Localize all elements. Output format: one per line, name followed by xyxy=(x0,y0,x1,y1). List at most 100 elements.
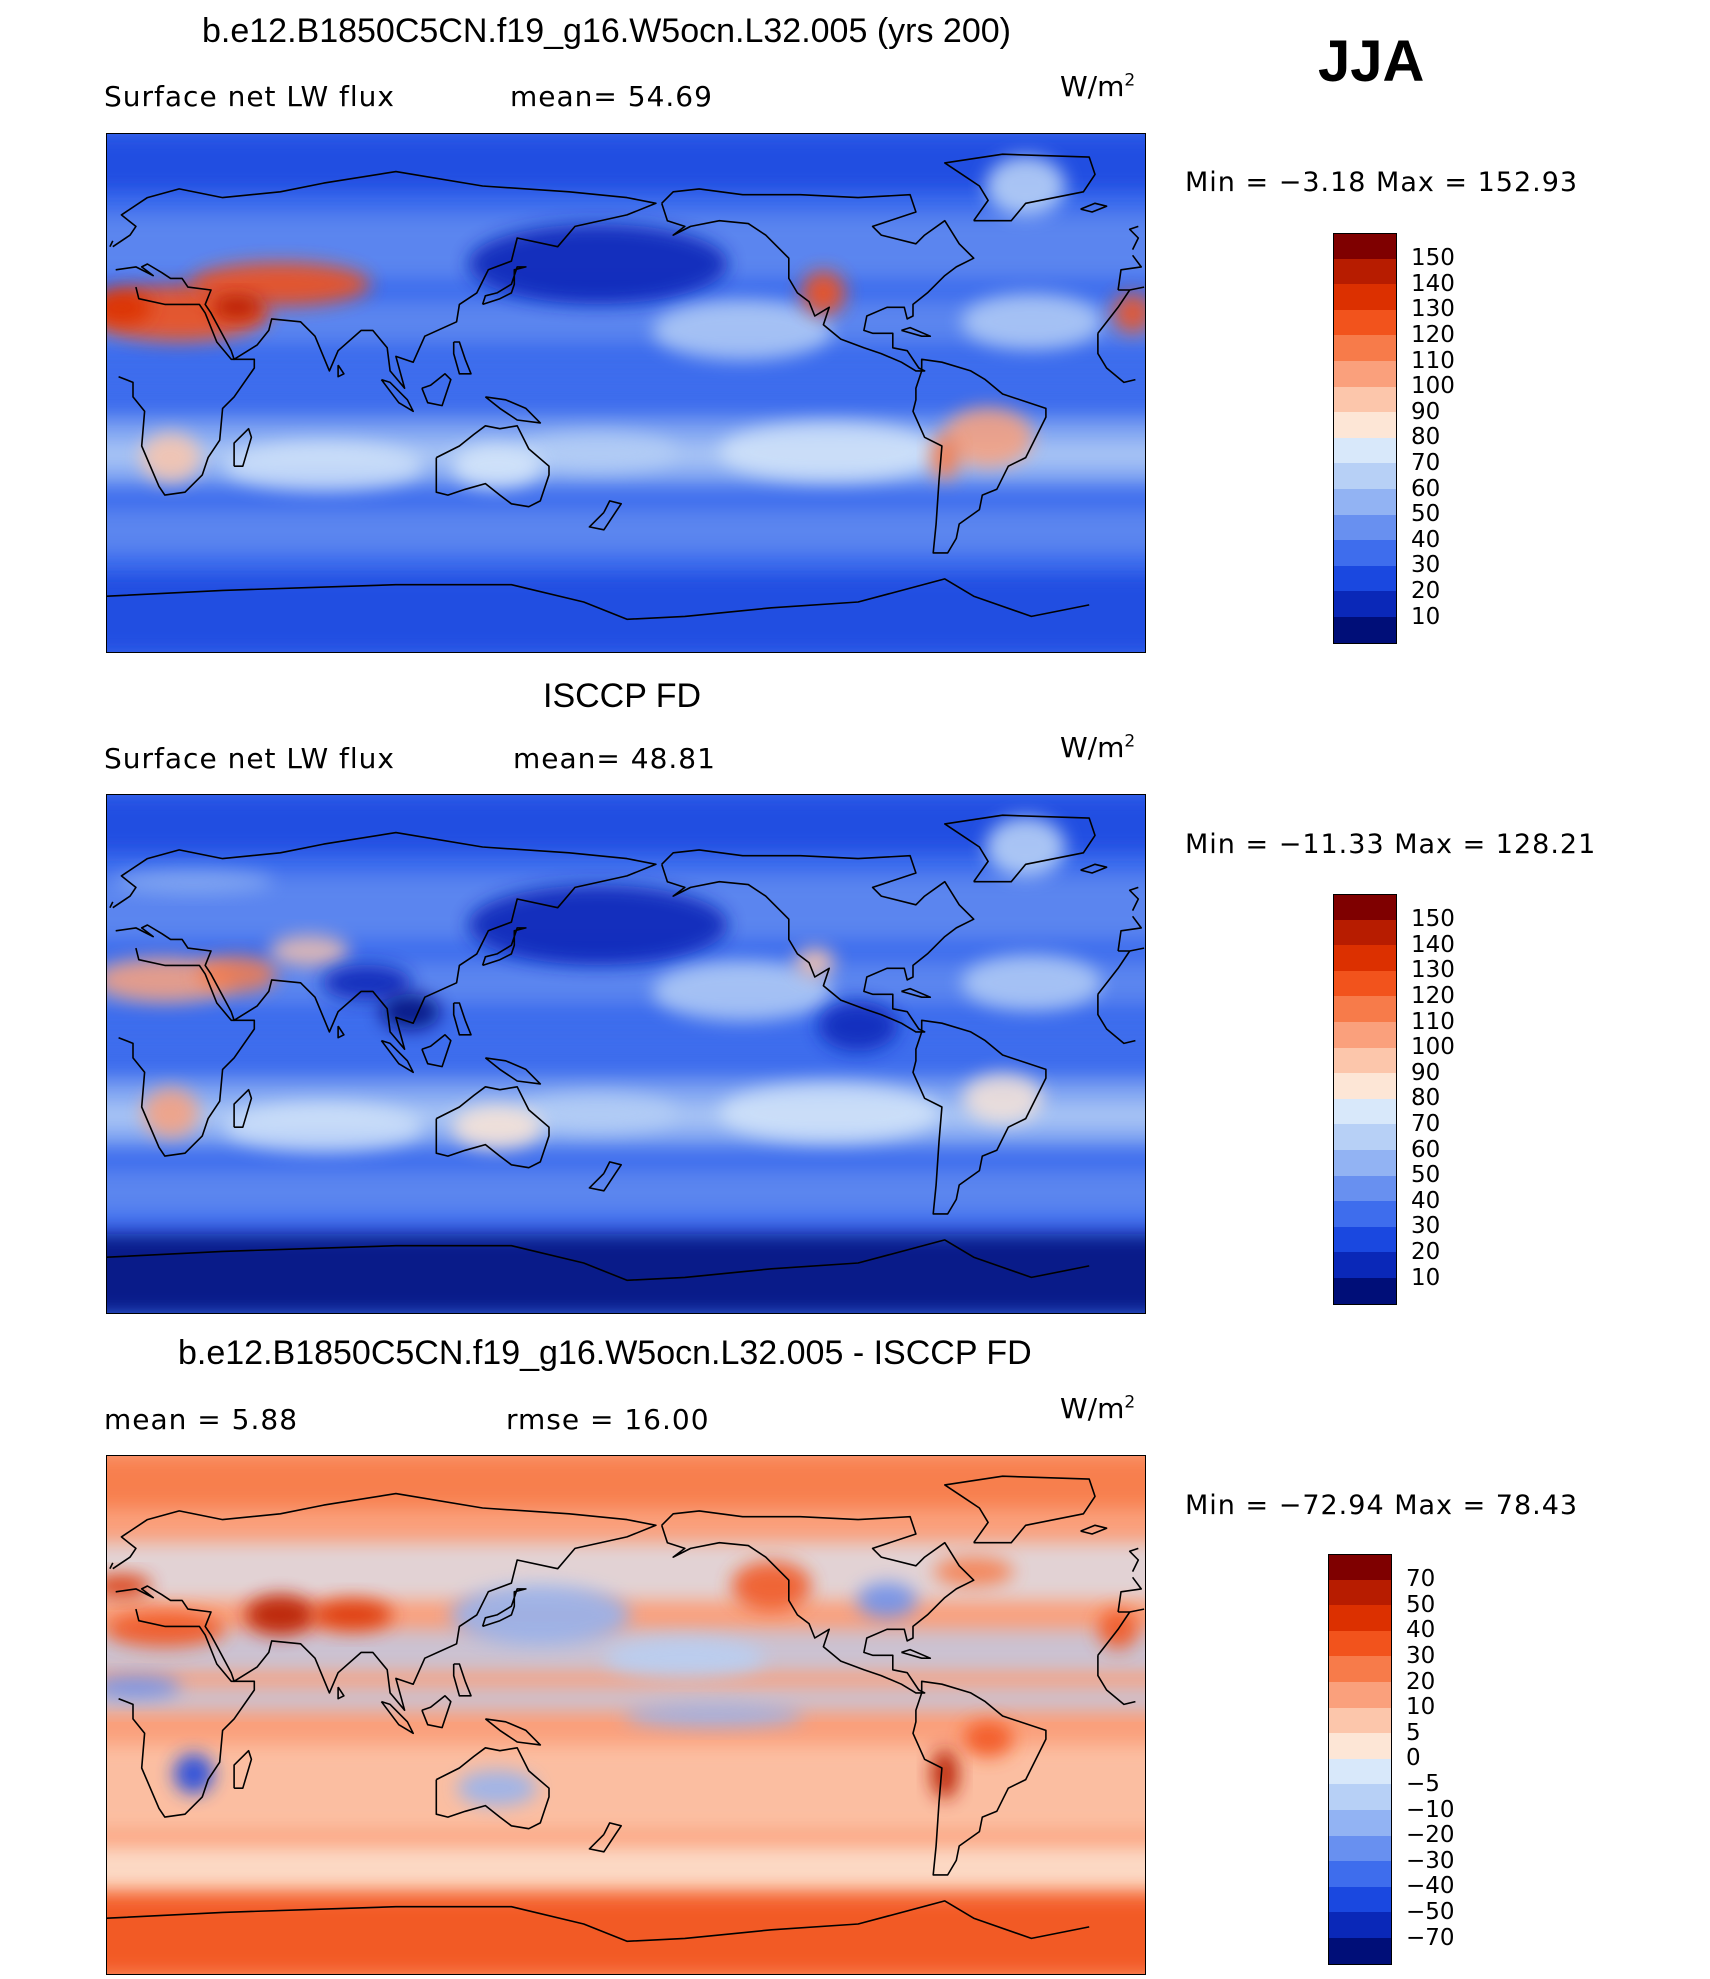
panel-mean-value: mean = 5.88 xyxy=(104,1403,299,1436)
coastline xyxy=(660,849,975,1033)
colorbar-tick-label: 150 xyxy=(1411,245,1455,272)
field-contour xyxy=(173,1753,214,1794)
coastline xyxy=(481,266,527,306)
colorbar-tick-label: 20 xyxy=(1406,1668,1436,1695)
colorbar-swatch xyxy=(1328,1784,1392,1811)
coastline xyxy=(421,373,452,407)
coastline xyxy=(452,1002,472,1036)
field-contour xyxy=(450,1584,631,1645)
coastline xyxy=(107,578,1090,621)
global-map xyxy=(106,1455,1146,1975)
field-contour xyxy=(961,954,1102,1011)
field-contour xyxy=(107,1234,1145,1313)
colorbar-swatch xyxy=(1328,1733,1392,1760)
colorbar-swatch xyxy=(1328,1707,1392,1735)
colorbar-swatch xyxy=(1333,258,1397,286)
coastline xyxy=(481,1588,527,1628)
coastline xyxy=(452,341,472,375)
colorbar-swatch xyxy=(1333,970,1397,998)
colorbar-tick-label: 0 xyxy=(1406,1745,1421,1772)
coastline xyxy=(337,1686,345,1700)
field-contour xyxy=(107,1456,1145,1508)
colorbar-tick-label: 150 xyxy=(1411,906,1455,933)
min-max-label: Min = −11.33 Max = 128.21 xyxy=(1185,829,1597,860)
field-contour xyxy=(107,134,1145,192)
colorbar-swatch xyxy=(1333,1201,1397,1228)
colorbar-tick-label: 140 xyxy=(1411,270,1455,297)
field-contour xyxy=(107,1170,1145,1214)
coastline xyxy=(660,188,975,372)
field-contour xyxy=(801,270,846,315)
colorbar-tick-label: 90 xyxy=(1411,1059,1441,1086)
field-contour xyxy=(719,421,940,482)
coastline xyxy=(588,1822,622,1853)
colorbar-swatch xyxy=(1333,996,1397,1023)
colorbar-tick-label: 70 xyxy=(1411,449,1441,476)
colorbar-tick-label: 70 xyxy=(1406,1566,1436,1593)
field-contour xyxy=(452,444,542,489)
colorbar-swatch xyxy=(1333,1098,1397,1126)
field-contour xyxy=(794,947,835,978)
colorbar-tick-label: 10 xyxy=(1411,603,1441,630)
colorbar-swatch xyxy=(1328,1554,1392,1581)
colorbar-tick-label: 60 xyxy=(1411,475,1441,502)
colorbar-tick-label: 130 xyxy=(1411,957,1455,984)
colorbar-tick-label: 80 xyxy=(1411,424,1441,451)
colorbar-swatch xyxy=(1333,617,1397,644)
field-contour xyxy=(223,1102,424,1153)
field-contour xyxy=(190,262,371,307)
colorbar-swatch xyxy=(1333,1022,1397,1049)
field-contour xyxy=(468,885,729,965)
colorbar-tick-label: 10 xyxy=(1411,1264,1441,1291)
coastline xyxy=(1080,202,1108,213)
field-contour xyxy=(245,1594,316,1635)
field-contour xyxy=(818,1001,899,1052)
colorbar-swatch xyxy=(1328,1938,1392,1965)
field-contour xyxy=(107,1895,1145,1974)
field-contour xyxy=(140,432,201,483)
colorbar-swatch xyxy=(1333,565,1397,593)
field-contour xyxy=(107,795,1145,853)
coastline xyxy=(109,225,1140,250)
colorbar-swatch xyxy=(1328,1886,1392,1914)
coastline xyxy=(435,1086,550,1169)
coastline xyxy=(337,364,345,378)
coastline xyxy=(1080,1524,1108,1535)
colorbar-tick-label: 130 xyxy=(1411,296,1455,323)
field-contour xyxy=(652,961,833,1022)
coastline xyxy=(944,1475,1096,1544)
field-contour xyxy=(107,1846,1145,1890)
colorbar-tick-label: 40 xyxy=(1411,526,1441,553)
field-contour xyxy=(107,1675,181,1700)
coastline xyxy=(380,378,414,413)
field-contour xyxy=(197,956,277,993)
field-contour xyxy=(223,441,424,492)
field-contour xyxy=(961,293,1102,350)
coastline xyxy=(484,1057,542,1085)
coastline xyxy=(118,1608,1136,1818)
field-contour xyxy=(107,359,1145,389)
field-contour xyxy=(457,1770,537,1807)
colorbar-swatch xyxy=(1333,1047,1397,1075)
panel-variable-label: Surface net LW flux xyxy=(104,80,395,113)
field-contour xyxy=(963,1721,1014,1758)
field-contour xyxy=(107,573,1145,652)
colorbar-tick-label: 70 xyxy=(1411,1110,1441,1137)
coastline xyxy=(944,814,1096,883)
colorbar-swatch xyxy=(1328,1835,1392,1863)
colorbar-swatch xyxy=(1328,1630,1392,1658)
coastline xyxy=(109,1547,1140,1572)
coastline xyxy=(337,1025,345,1039)
field-contour xyxy=(933,1556,1014,1587)
coastline xyxy=(233,1749,253,1789)
units-label: W/m2 xyxy=(1060,70,1136,103)
coastline xyxy=(944,153,1096,222)
coastline xyxy=(901,326,932,337)
colorbar-swatch xyxy=(1328,1861,1392,1888)
colorbar-tick-label: 50 xyxy=(1411,1162,1441,1189)
field-contour xyxy=(142,1087,199,1138)
field-contour xyxy=(518,1092,679,1133)
colorbar-tick-label: 50 xyxy=(1406,1591,1436,1618)
coastline xyxy=(380,1700,414,1735)
colorbar-tick-label: 100 xyxy=(1411,373,1455,400)
